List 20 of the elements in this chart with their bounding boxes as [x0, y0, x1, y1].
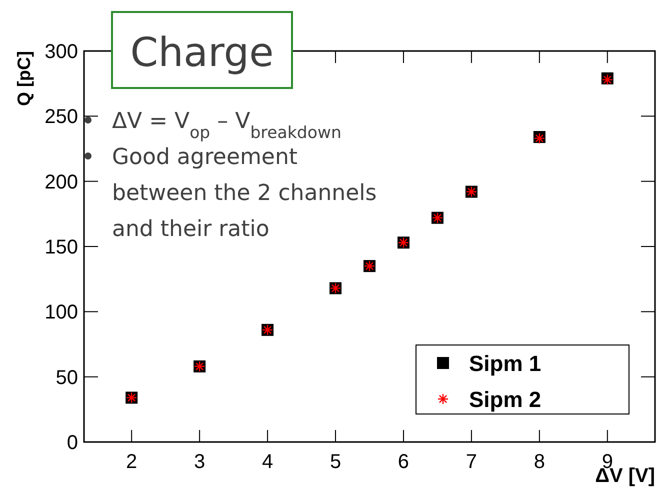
x-tick-label: 5: [330, 451, 342, 473]
x-tick-label: 3: [194, 451, 206, 473]
x-tick-label: 7: [466, 451, 478, 473]
x-tick-label: 2: [126, 451, 138, 473]
x-tick-label: 6: [398, 451, 410, 473]
y-tick-label: 150: [44, 236, 78, 258]
y-tick-label: 0: [66, 432, 78, 454]
y-tick-label: 250: [44, 106, 78, 128]
legend-label: Sipm 2: [469, 387, 542, 412]
y-tick-label: 50: [56, 366, 78, 389]
y-tick-label: 300: [44, 41, 78, 63]
legend-label: Sipm 1: [469, 351, 542, 376]
x-tick-label: 8: [534, 451, 546, 473]
y-tick-label: 100: [44, 302, 78, 324]
x-tick-label: 4: [262, 451, 274, 473]
y-tick-label: 200: [44, 171, 78, 194]
y-axis-title: Q [pC]: [14, 51, 34, 106]
chart-title: Charge: [130, 30, 274, 76]
annotation: Good agreement between the 2 channels and their ratio: [112, 145, 377, 242]
annotation: ΔV = V$_{op}$ – V$_{breakdown}$: [112, 109, 342, 142]
